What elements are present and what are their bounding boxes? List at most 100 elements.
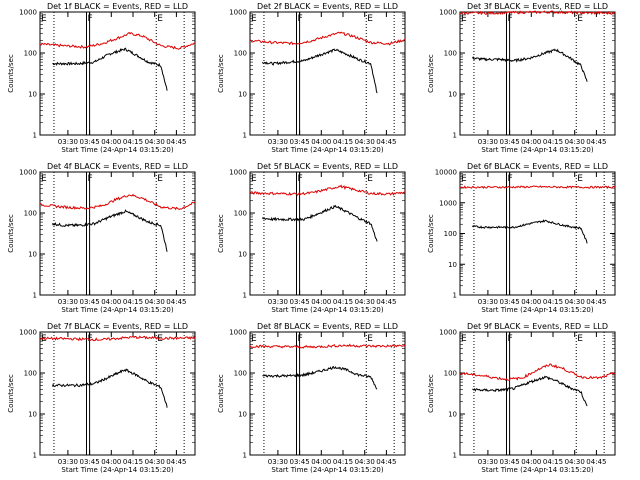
x-tick-label: 03:30: [58, 138, 78, 146]
x-tick-label: 03:45: [500, 138, 520, 146]
interval-marker: F: [508, 174, 513, 184]
interval-marker: F: [88, 174, 93, 184]
plot-frame: [39, 331, 196, 456]
y-tick-label: 1: [453, 132, 457, 140]
y-tick-label: 100: [234, 370, 247, 378]
x-tick-label: 04:15: [543, 138, 563, 146]
x-tick-label: 04:00: [101, 458, 121, 466]
y-tick-label: 10: [238, 251, 247, 259]
x-tick-label: 04:45: [166, 458, 186, 466]
x-tick-label: 04:30: [355, 138, 375, 146]
plot-frame: [249, 331, 406, 456]
y-axis-label: Counts/sec: [427, 54, 435, 93]
y-axis-label: Counts/sec: [427, 374, 435, 413]
x-tick-label: 04:00: [311, 298, 331, 306]
interval-marker: F: [508, 334, 513, 344]
interval-marker: E: [577, 174, 583, 184]
y-tick-label: 10000: [435, 169, 457, 177]
panel-8: Det 8f BLACK = Events, RED = LLD 1 10 100 10…: [217, 322, 406, 474]
x-tick-label: 03:45: [290, 458, 310, 466]
panel-2: Det 2f BLACK = Events, RED = LLD 1 10 100 10…: [217, 2, 406, 154]
plot-frame: [249, 11, 406, 136]
x-tick-label: 04:00: [311, 458, 331, 466]
interval-marker: F: [298, 334, 303, 344]
y-tick-label: 1: [243, 132, 247, 140]
x-axis-label: Start Time (24-Apr-14 03:15:20): [271, 306, 383, 314]
x-tick-label: 04:30: [565, 298, 585, 306]
panel-title: Det 7f BLACK = Events, RED = LLD: [47, 322, 188, 331]
y-tick-label: 1000: [229, 329, 247, 337]
y-tick-label: 100: [444, 230, 457, 238]
y-tick-label: 1000: [439, 329, 457, 337]
panel-5: Det 5f BLACK = Events, RED = LLD 1 10 100 10…: [217, 162, 406, 314]
y-tick-label: 1000: [19, 169, 37, 177]
y-axis-label: Counts/sec: [217, 214, 225, 253]
panel-3: Det 3f BLACK = Events, RED = LLD 1 10 100 10…: [427, 2, 616, 154]
series-line-lld: [39, 31, 196, 50]
panel-title: Det 6f BLACK = Events, RED = LLD: [467, 162, 608, 171]
y-tick-label: 10: [28, 91, 37, 99]
series-line-lld: [249, 184, 406, 196]
x-tick-label: 04:30: [145, 138, 165, 146]
interval-marker: E: [461, 174, 467, 184]
panel-1: Det 1f BLACK = Events, RED = LLD 1 10 100 10…: [7, 2, 196, 154]
y-tick-label: 100: [24, 50, 37, 58]
x-tick-label: 03:45: [290, 298, 310, 306]
x-tick-label: 04:00: [521, 298, 541, 306]
interval-marker: E: [41, 174, 47, 184]
y-axis-label: Counts/sec: [7, 54, 15, 93]
series-line-lld: [39, 335, 196, 342]
x-tick-label: 04:30: [565, 458, 585, 466]
interval-marker: E: [157, 14, 163, 24]
y-axis-label: Counts/sec: [7, 374, 15, 413]
x-axis-label: Start Time (24-Apr-14 03:15:20): [481, 466, 593, 474]
x-tick-label: 04:45: [166, 298, 186, 306]
x-tick-label: 04:00: [311, 138, 331, 146]
y-tick-label: 100: [444, 50, 457, 58]
x-axis-label: Start Time (24-Apr-14 03:15:20): [481, 306, 593, 314]
y-tick-label: 100: [444, 370, 457, 378]
y-tick-label: 1: [243, 452, 247, 460]
interval-marker: F: [298, 174, 303, 184]
series-line-lld: [459, 185, 616, 190]
series-line-lld: [39, 193, 196, 211]
y-axis-label: Counts/sec: [7, 214, 15, 253]
x-tick-label: 03:30: [478, 138, 498, 146]
y-tick-label: 1000: [19, 9, 37, 17]
panel-title: Det 9f BLACK = Events, RED = LLD: [467, 322, 608, 331]
interval-marker: F: [88, 14, 93, 24]
series-line-events: [472, 219, 588, 244]
series-line-events: [51, 209, 168, 252]
y-axis-label: Counts/sec: [217, 374, 225, 413]
y-tick-label: 10: [238, 411, 247, 419]
series-line-events: [261, 204, 378, 242]
y-tick-label: 10: [448, 411, 457, 419]
y-tick-label: 1: [453, 452, 457, 460]
x-axis-label: Start Time (24-Apr-14 03:15:20): [61, 306, 173, 314]
series-line-events: [262, 365, 378, 390]
interval-marker: E: [577, 14, 583, 24]
x-tick-label: 04:30: [145, 298, 165, 306]
x-tick-label: 03:30: [478, 458, 498, 466]
x-axis-label: Start Time (24-Apr-14 03:15:20): [481, 146, 593, 154]
series-line-lld: [460, 10, 616, 16]
y-tick-label: 1: [33, 452, 37, 460]
panel-title: Det 3f BLACK = Events, RED = LLD: [467, 2, 608, 11]
panel-6: Det 6f BLACK = Events, RED = LLD 1 10 100 10…: [427, 162, 616, 314]
interval-marker: F: [298, 14, 303, 24]
series-line-events: [472, 375, 588, 407]
x-tick-label: 04:30: [565, 138, 585, 146]
x-tick-label: 03:45: [500, 458, 520, 466]
x-axis-label: Start Time (24-Apr-14 03:15:20): [61, 466, 173, 474]
y-tick-label: 10: [448, 261, 457, 269]
series-line-events: [261, 48, 378, 94]
x-tick-label: 03:45: [80, 138, 100, 146]
series-line-events: [471, 48, 588, 82]
plot-frame: [249, 171, 406, 296]
x-tick-label: 03:30: [58, 298, 78, 306]
x-tick-label: 04:15: [543, 458, 563, 466]
x-tick-label: 04:30: [145, 458, 165, 466]
y-tick-label: 1: [453, 292, 457, 300]
panel-title: Det 8f BLACK = Events, RED = LLD: [257, 322, 398, 331]
plot-frame: [459, 331, 616, 456]
